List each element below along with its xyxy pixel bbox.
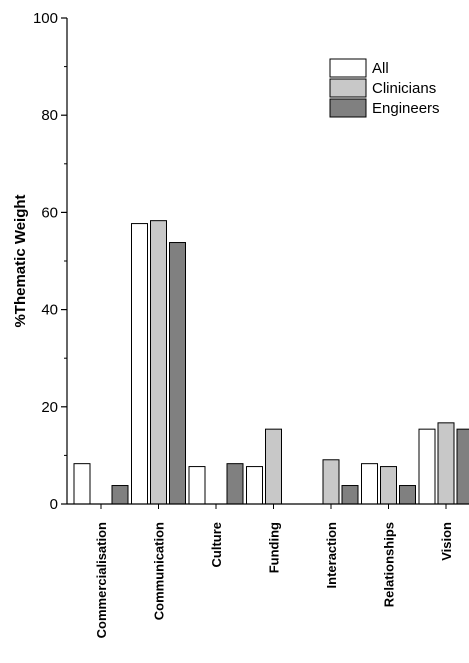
legend-label-engineers: Engineers [372, 100, 440, 117]
y-tick-label: 20 [41, 399, 58, 416]
bar-clinicians-vision [437, 422, 455, 505]
bar-all-culture [188, 466, 206, 505]
y-tick-label: 40 [41, 302, 58, 319]
x-tick-label: Funding [267, 522, 282, 573]
legend-swatch-engineers [329, 98, 367, 118]
y-tick-label: 60 [41, 204, 58, 221]
legend-label-all: All [372, 60, 389, 77]
y-axis-title: %Thematic Weight [12, 194, 29, 327]
x-tick-label: Commercialisation [94, 522, 109, 638]
legend-label-clinicians: Clinicians [372, 80, 436, 97]
bars-layer [73, 220, 469, 505]
bar-all-commercialisation [73, 463, 91, 505]
bar-all-communication [131, 223, 148, 505]
bar-engineers-communication [169, 242, 186, 505]
x-tick-label: Vision [439, 522, 454, 561]
bar-engineers-commercialisation [111, 485, 129, 505]
legend-swatch-clinicians [329, 78, 367, 98]
y-ticks-layer: 0 20 40 60 80 100 [33, 10, 67, 513]
x-tick-label: Culture [209, 522, 224, 568]
bar-engineers-culture [226, 463, 244, 505]
bar-clinicians-interaction [322, 459, 340, 505]
bar-clinicians-communication [150, 220, 167, 505]
bar-all-funding [246, 466, 263, 505]
bar-clinicians-relationships [380, 466, 397, 505]
bar-all-vision [418, 428, 436, 505]
legend-swatch-all [329, 58, 367, 78]
x-tick-label: Communication [152, 522, 167, 620]
x-ticks-layer: Commercialisation Communication Culture Fun… [94, 504, 454, 638]
y-tick-label: 100 [33, 10, 58, 27]
x-tick-label: Relationships [382, 522, 397, 607]
legend: All Clinicians Engineers [329, 58, 440, 118]
bar-all-relationships [361, 463, 378, 505]
bar-engineers-interaction [341, 485, 359, 505]
bar-engineers-vision [456, 428, 469, 505]
x-tick-label: Interaction [324, 522, 339, 589]
y-tick-label: 80 [41, 107, 58, 124]
y-tick-label: 0 [50, 496, 58, 513]
bar-clinicians-funding [265, 428, 282, 505]
bar-engineers-relationships [399, 485, 416, 505]
